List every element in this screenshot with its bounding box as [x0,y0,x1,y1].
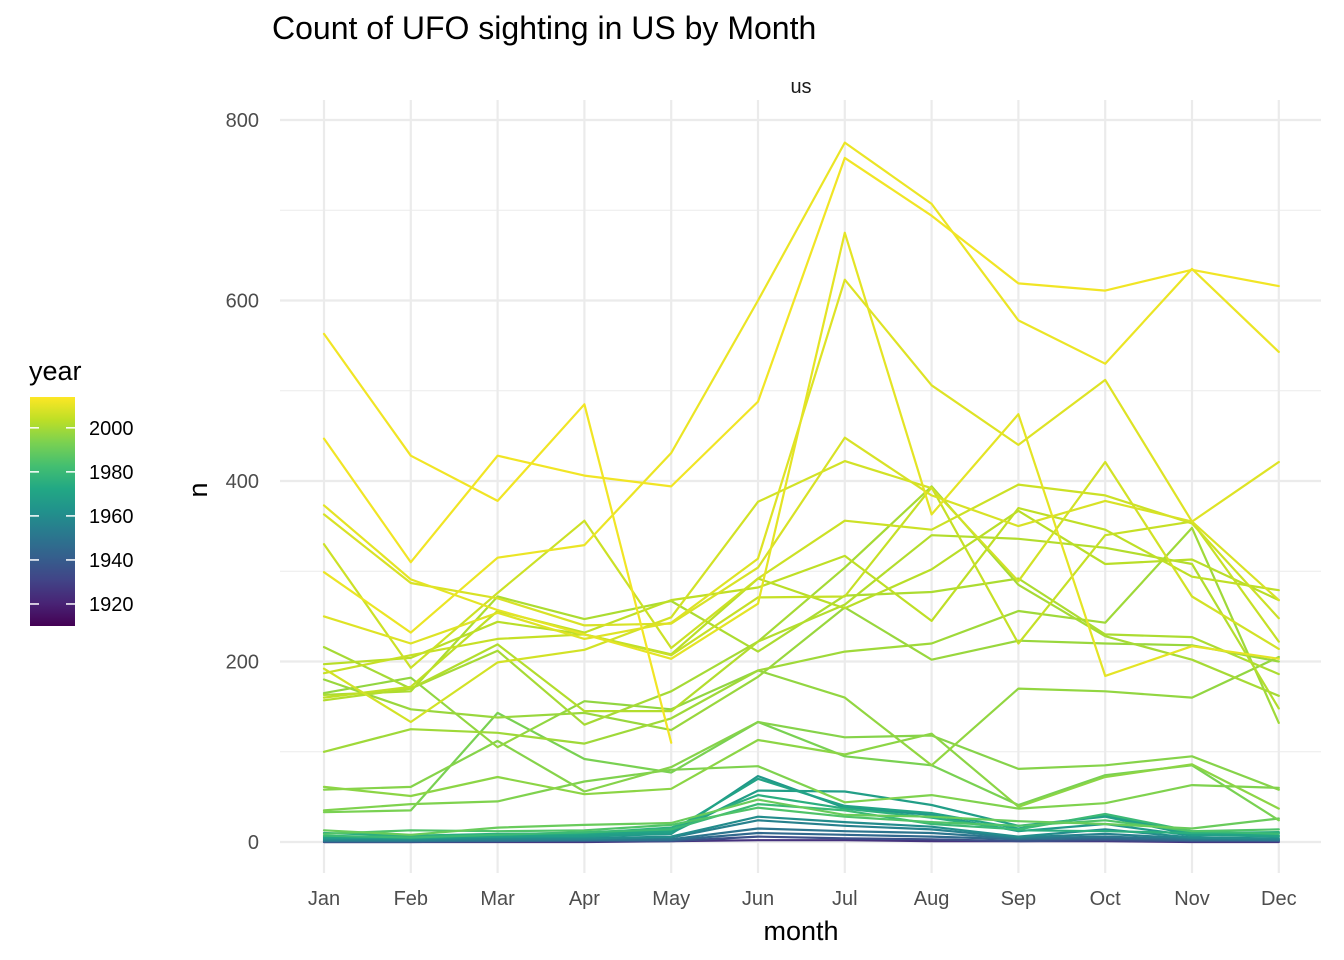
series-line-1997 [322,655,1280,767]
legend-tick-label: 2000 [89,418,134,440]
series-group [322,141,1280,844]
grid [280,100,1321,873]
legend-title: year [29,356,82,386]
series-line-2004 [322,507,1280,699]
facet-label: us [790,76,811,98]
series-line-2012 [322,156,1280,564]
x-tick-label: Sep [1001,888,1037,910]
series-line-2002 [322,534,1280,713]
series-line-2012 [322,332,673,744]
x-tick-label: May [652,888,690,910]
y-tick-label: 600 [226,291,259,313]
series-line-2006 [322,483,1280,669]
x-tick-label: Jan [308,888,340,910]
series-line-1993 [322,711,1280,822]
y-axis-ticks: 0 200 400 600 800 [226,110,259,854]
y-tick-label: 800 [226,110,259,132]
series-line-2011 [322,141,1280,634]
chart-title: Count of UFO sighting in US by Month [272,10,816,46]
legend-colorbar [30,397,75,626]
legend-tick-label: 1920 [89,594,134,616]
legend-tick-label: 1980 [89,462,134,484]
x-tick-label: Dec [1261,888,1297,910]
series-line-1990 [322,798,1280,836]
legend-tick-label: 1960 [89,506,134,528]
series-line-2003 [322,509,1280,666]
series-line-2007 [322,460,1280,724]
x-tick-label: Jun [742,888,774,910]
series-line-1998 [322,606,1280,732]
x-tick-label: Mar [480,888,515,910]
series-line-1985 [322,806,1280,836]
x-tick-label: Feb [394,888,428,910]
x-tick-label: Apr [569,888,600,910]
x-axis-title: month [763,916,838,946]
x-tick-label: Aug [914,888,950,910]
y-axis-title: n [183,482,213,497]
series-line-1994 [322,765,1280,812]
y-tick-label: 200 [226,652,259,674]
series-line-1999 [322,526,1280,753]
series-line-1995 [322,720,1280,793]
x-tick-label: Jul [832,888,858,910]
x-tick-label: Nov [1174,888,1210,910]
series-line-2010 [322,231,1280,678]
y-tick-label: 0 [248,832,259,854]
legend-tick-label: 1940 [89,550,134,572]
series-line-2005 [322,486,1280,675]
series-line-2008 [322,436,1280,627]
x-axis-ticks: Jan Feb Mar Apr May Jun Jul Aug Sep Oct Nov Dec [308,888,1297,910]
x-tick-label: Oct [1090,888,1122,910]
legend: year 1920 1940 1960 1980 2000 [29,356,134,626]
y-tick-label: 400 [226,471,259,493]
series-line-1996 [322,732,1280,810]
series-line-2000 [322,485,1280,726]
legend-ticks: 1920 1940 1960 1980 2000 [30,418,134,616]
